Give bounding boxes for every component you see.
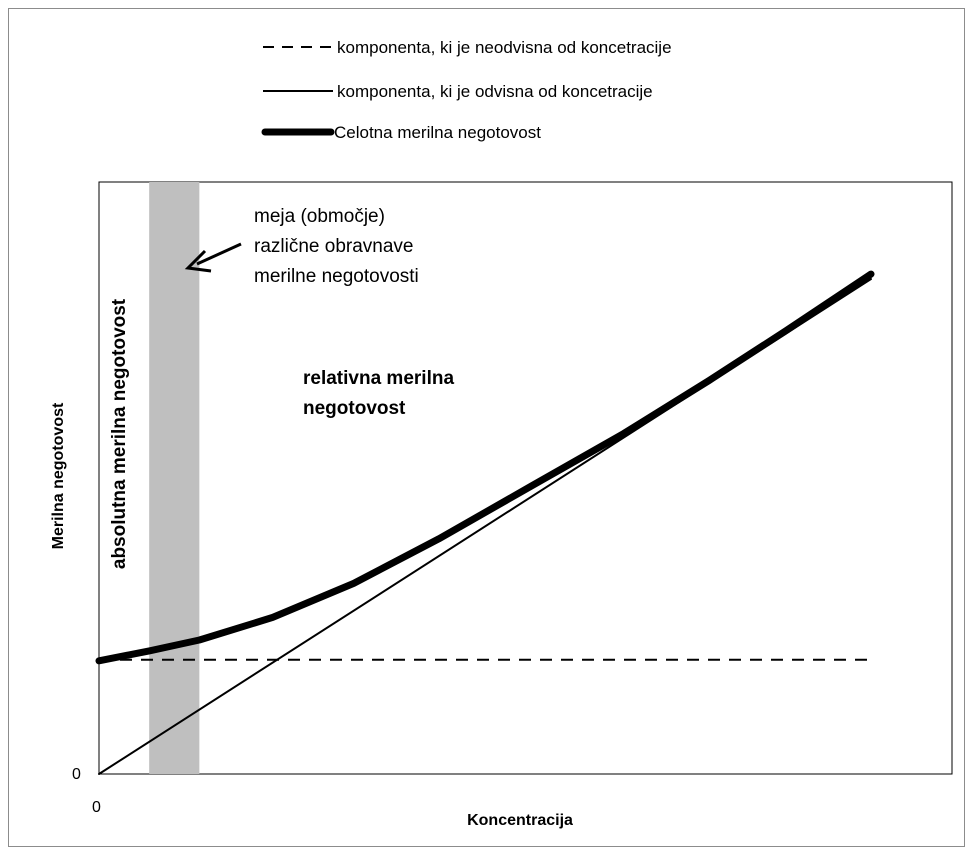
boundary-annotation-line-1: meja (območje) [254, 206, 385, 227]
series-total-line [95, 270, 875, 665]
y-tick-label: 0 [72, 766, 81, 783]
absolute-region-label: absolutna merilna negotovost [109, 298, 130, 569]
chart-frame [8, 8, 965, 847]
legend: komponenta, ki je neodvisna od koncetrac… [261, 38, 672, 142]
legend-label-dependent: komponenta, ki je odvisna od koncetracij… [337, 82, 653, 101]
annotation-arrow-head [184, 249, 212, 273]
boundary-annotation-line-3: merilne negotovosti [254, 266, 419, 287]
relative-region-label-line-1: relativna merilna [303, 368, 454, 389]
legend-label-total: Celotna merilna negotovost [334, 123, 541, 142]
x-tick-label: 0 [92, 799, 101, 816]
plot-area [98, 181, 953, 775]
relative-region-label-line-2: negotovost [303, 398, 406, 419]
annotation-arrow-shaft [196, 242, 242, 266]
x-axis-title: Koncentracija [467, 812, 573, 829]
legend-label-independent: komponenta, ki je neodvisna od koncetrac… [337, 38, 672, 57]
series-layer [95, 270, 875, 775]
boundary-annotation-line-2: različne obravnave [254, 236, 413, 257]
boundary-annotation: meja (območje) različne obravnave meriln… [184, 206, 419, 287]
y-axis-title: Merilna negotovost [50, 402, 67, 549]
boundary-band [149, 182, 200, 774]
